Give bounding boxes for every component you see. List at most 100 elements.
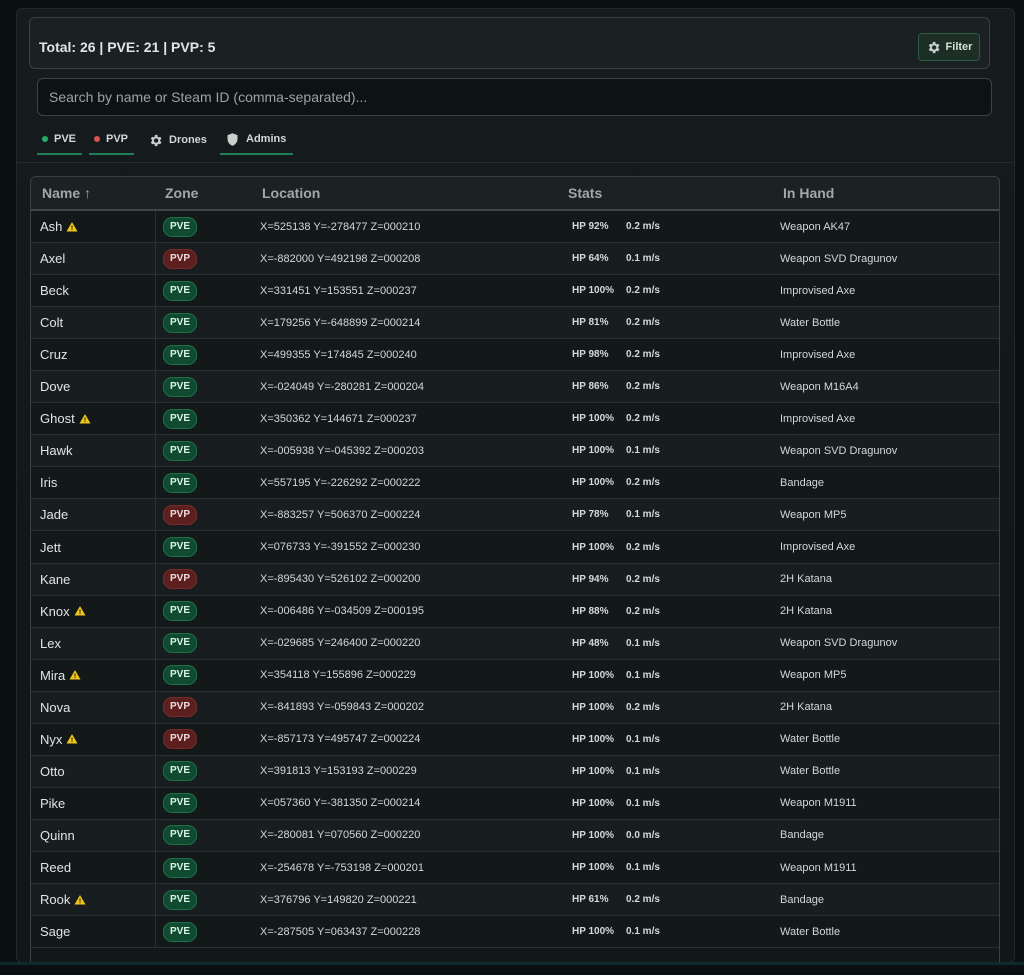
table-row[interactable]: Dove PVE X=-024049 Y=-280281 Z=000204 HP 86… xyxy=(31,371,999,404)
player-panel: Total: 26 | PVE: 21 | PVP: 5 Filter PVE … xyxy=(16,8,1015,963)
health-value: HP 100% xyxy=(572,926,615,938)
red-dot-icon xyxy=(94,136,100,142)
in-hand-cell: Bandage xyxy=(780,829,825,842)
health-value: HP 92% xyxy=(572,221,609,232)
table-row[interactable]: Beck PVE X=331451 Y=153551 Z=000237 HP 100%… xyxy=(31,275,999,308)
player-name-cell: Hawk xyxy=(31,435,156,467)
table-row[interactable]: Jade PVP X=-883257 Y=506370 Z=000224 HP 78%… xyxy=(31,499,999,532)
table-row[interactable]: Cruz PVE X=499355 Y=174845 Z=000240 HP 98% 0… xyxy=(31,339,999,372)
health-value: HP 78% xyxy=(572,509,609,521)
table-row[interactable]: Axel PVP X=-882000 Y=492198 Z=000208 HP 64%… xyxy=(31,243,999,276)
player-name-cell: Iris xyxy=(31,467,156,499)
table-row[interactable]: Rook PVE X=376796 Y=149820 Z=000221 HP 61% 0… xyxy=(31,884,999,917)
speed-value: 0.1 m/s xyxy=(626,445,660,457)
in-hand-cell: Weapon M16A4 xyxy=(780,380,859,393)
zone-cell: PVP xyxy=(163,499,198,530)
filter-admins[interactable]: Admins xyxy=(220,125,293,155)
zone-badge: PVP xyxy=(163,248,198,269)
speed-value: 0.1 m/s xyxy=(626,862,660,873)
location-cell: X=-029685 Y=246400 Z=000220 xyxy=(260,637,421,650)
stats-cell: HP 48% 0.1 m/s xyxy=(572,628,660,659)
filter-button[interactable]: Filter xyxy=(918,33,980,61)
table-row[interactable]: Nova PVP X=-841893 Y=-059843 Z=000202 HP 10… xyxy=(31,691,999,724)
zone-cell: PVP xyxy=(163,564,198,595)
table-row[interactable]: Lex PVE X=-029685 Y=246400 Z=000220 HP 48% 0… xyxy=(31,627,999,660)
divider xyxy=(17,162,1014,163)
player-name-cell: Dove xyxy=(31,371,156,403)
table-row[interactable]: Otto PVE X=391813 Y=153193 Z=000229 HP 100%… xyxy=(31,755,999,788)
player-name: Ash xyxy=(40,219,63,234)
table-row[interactable]: Reed PVE X=-254678 Y=-753198 Z=000201 HP 10… xyxy=(31,852,999,884)
in-hand-cell: Improvised Axe xyxy=(780,348,856,361)
location-cell: X=376796 Y=149820 Z=000221 xyxy=(260,893,417,906)
table-row[interactable]: Colt PVE X=179256 Y=-648899 Z=000214 HP 81%… xyxy=(31,307,999,340)
in-hand-cell: Water Bottle xyxy=(780,925,841,938)
location-cell: X=-857173 Y=495747 Z=000224 xyxy=(260,733,421,746)
in-hand-cell: Weapon M1911 xyxy=(780,861,857,874)
zone-cell: PVE xyxy=(163,660,198,691)
column-location-header[interactable]: Location xyxy=(262,185,321,201)
player-name-cell: Nyx xyxy=(31,723,156,755)
player-name: Jade xyxy=(40,507,69,523)
location-cell: X=-883257 Y=506370 Z=000224 xyxy=(260,508,421,521)
speed-value: 0.2 m/s xyxy=(626,541,660,553)
zone-cell: PVE xyxy=(163,467,198,498)
speed-value: 0.2 m/s xyxy=(626,573,660,585)
player-name-cell: Kane xyxy=(31,563,156,595)
stats-cell: HP 100% 0.1 m/s xyxy=(572,916,660,947)
table-row[interactable]: Quinn PVE X=-280081 Y=070560 Z=000220 HP 10… xyxy=(31,819,999,852)
filter-drones[interactable]: Drones xyxy=(143,125,213,155)
table-row[interactable]: Hawk PVE X=-005938 Y=-045392 Z=000203 HP 10… xyxy=(31,435,999,468)
column-in-hand-header[interactable]: In Hand xyxy=(783,185,835,201)
player-name-cell: Beck xyxy=(31,275,156,307)
health-value: HP 100% xyxy=(572,733,615,745)
player-name-cell: Lex xyxy=(31,627,156,659)
player-name-cell: Sage xyxy=(31,916,156,948)
zone-cell: PVP xyxy=(163,243,198,274)
location-cell: X=-841893 Y=-059843 Z=000202 xyxy=(260,701,425,714)
search-input[interactable] xyxy=(37,78,992,116)
table-row[interactable]: Ghost PVE X=350362 Y=144671 Z=000237 HP 100… xyxy=(31,403,999,436)
stats-cell: HP 100% 0.2 m/s xyxy=(572,692,660,723)
table-row[interactable]: Iris PVE X=557195 Y=-226292 Z=000222 HP 100… xyxy=(31,467,999,500)
column-name-header[interactable]: Name ↑ xyxy=(42,185,92,201)
player-name-cell: Reed xyxy=(31,852,156,883)
filter-pve[interactable]: PVE xyxy=(37,125,82,155)
zone-cell: PVE xyxy=(163,435,198,466)
zone-badge: PVE xyxy=(163,761,198,782)
column-zone-header[interactable]: Zone xyxy=(165,185,199,201)
player-name: Lex xyxy=(40,635,61,651)
zone-cell: PVE xyxy=(163,371,198,402)
zone-cell: PVE xyxy=(163,852,198,883)
speed-value: 0.2 m/s xyxy=(626,413,660,425)
zone-badge: PVE xyxy=(163,376,198,397)
speed-value: 0.2 m/s xyxy=(626,317,660,329)
player-name: Ghost xyxy=(40,411,75,427)
stats-cell: HP 78% 0.1 m/s xyxy=(572,499,660,530)
health-value: HP 81% xyxy=(572,317,609,329)
filter-admins-label: Admins xyxy=(246,133,287,145)
health-value: HP 100% xyxy=(572,701,615,713)
table-row[interactable]: Mira PVE X=354118 Y=155896 Z=000229 HP 100%… xyxy=(31,659,999,692)
column-stats-header[interactable]: Stats xyxy=(568,185,603,201)
health-value: HP 100% xyxy=(572,829,615,841)
location-cell: X=354118 Y=155896 Z=000229 xyxy=(260,669,416,682)
player-name: Cruz xyxy=(40,347,68,363)
summary-bar: Total: 26 | PVE: 21 | PVP: 5 Filter xyxy=(29,17,990,69)
zone-cell: PVE xyxy=(163,788,198,819)
health-value: HP 100% xyxy=(572,413,615,425)
filter-pve-label: PVE xyxy=(54,133,77,145)
location-cell: X=-005938 Y=-045392 Z=000203 xyxy=(260,444,425,457)
table-row[interactable]: Pike PVE X=057360 Y=-381350 Z=000214 HP 100… xyxy=(31,787,999,820)
table-row[interactable]: Knox PVE X=-006486 Y=-034509 Z=000195 HP 88… xyxy=(31,595,999,628)
location-cell: X=057360 Y=-381350 Z=000214 xyxy=(260,797,421,810)
filter-pvp[interactable]: PVP xyxy=(89,125,134,155)
health-value: HP 88% xyxy=(572,605,609,617)
table-row[interactable]: Nyx PVP X=-857173 Y=495747 Z=000224 HP 100%… xyxy=(31,723,999,756)
location-cell: X=076733 Y=-391552 Z=000230 xyxy=(260,541,421,553)
table-row[interactable]: Jett PVE X=076733 Y=-391552 Z=000230 HP 100… xyxy=(31,531,999,564)
table-row[interactable]: Sage PVE X=-287505 Y=063437 Z=000228 HP 100… xyxy=(31,916,999,949)
health-value: HP 100% xyxy=(572,862,615,873)
table-row[interactable]: Kane PVP X=-895430 Y=526102 Z=000200 HP 94%… xyxy=(31,563,999,596)
table-row[interactable]: Ash PVE X=525138 Y=-278477 Z=000210 HP 92% 0… xyxy=(31,211,999,243)
